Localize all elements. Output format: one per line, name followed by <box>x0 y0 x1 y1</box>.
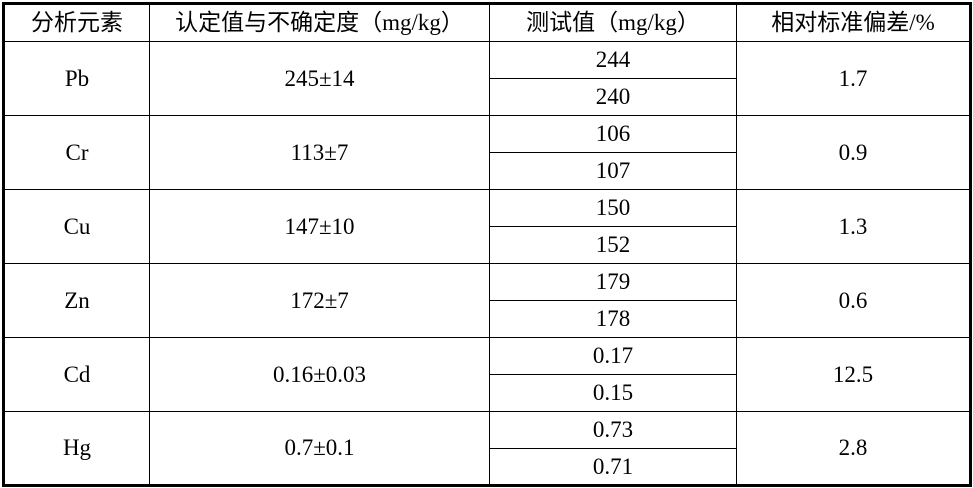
certified-value-cell: 0.7±0.1 <box>149 411 490 486</box>
element-cell: Pb <box>3 41 150 116</box>
table-row: Pb 245±14 244 1.7 <box>3 41 971 116</box>
rsd-cell: 12.5 <box>736 337 971 412</box>
certified-value-cell: 147±10 <box>149 189 490 264</box>
header-certified-value: 认定值与不确定度（mg/kg） <box>149 3 490 42</box>
test-value-cell: 240 <box>489 78 737 116</box>
test-value-cell: 0.71 <box>489 448 737 486</box>
rsd-cell: 0.9 <box>736 115 971 190</box>
element-cell: Hg <box>3 411 150 486</box>
test-value-cell: 178 <box>489 300 737 338</box>
certified-value-cell: 245±14 <box>149 41 490 116</box>
test-value-cell: 152 <box>489 226 737 264</box>
table-row: Cu 147±10 150 1.3 <box>3 189 971 264</box>
element-cell: Cu <box>3 189 150 264</box>
table-row: Zn 172±7 179 0.6 <box>3 263 971 338</box>
rsd-cell: 1.7 <box>736 41 971 116</box>
certified-value-cell: 0.16±0.03 <box>149 337 490 412</box>
header-element: 分析元素 <box>3 3 150 42</box>
test-value-cell: 0.15 <box>489 374 737 412</box>
test-value-cell: 107 <box>489 152 737 190</box>
test-value-cell: 0.17 <box>489 337 737 375</box>
rsd-cell: 2.8 <box>736 411 971 486</box>
header-rsd: 相对标准偏差/% <box>736 3 971 42</box>
rsd-cell: 1.3 <box>736 189 971 264</box>
table-row: 240 <box>4 78 971 116</box>
test-value-cell: 244 <box>489 41 737 79</box>
certified-value-cell: 172±7 <box>149 263 490 338</box>
element-cell: Cd <box>3 337 150 412</box>
rsd-cell: 0.6 <box>736 263 971 338</box>
table-row: Cr 113±7 106 0.9 <box>3 115 971 190</box>
test-value-cell: 106 <box>489 115 737 153</box>
element-cell: Cr <box>3 115 150 190</box>
table-row: Cd 0.16±0.03 0.17 12.5 <box>3 337 971 412</box>
test-value-cell: 150 <box>489 189 737 227</box>
element-cell: Zn <box>3 263 150 338</box>
header-test-value: 测试值（mg/kg） <box>489 3 737 42</box>
table-row: 0.71 <box>4 448 971 486</box>
test-value-cell: 0.73 <box>489 411 737 449</box>
certified-value-cell: 113±7 <box>149 115 490 190</box>
table-row: Hg 0.7±0.1 0.73 2.8 <box>3 411 971 486</box>
table-row: 152 <box>4 226 971 264</box>
test-value-cell: 179 <box>489 263 737 301</box>
table-row: 107 <box>4 152 971 190</box>
table-header-row: 分析元素 认定值与不确定度（mg/kg） 测试值（mg/kg） 相对标准偏差/% <box>3 3 971 42</box>
